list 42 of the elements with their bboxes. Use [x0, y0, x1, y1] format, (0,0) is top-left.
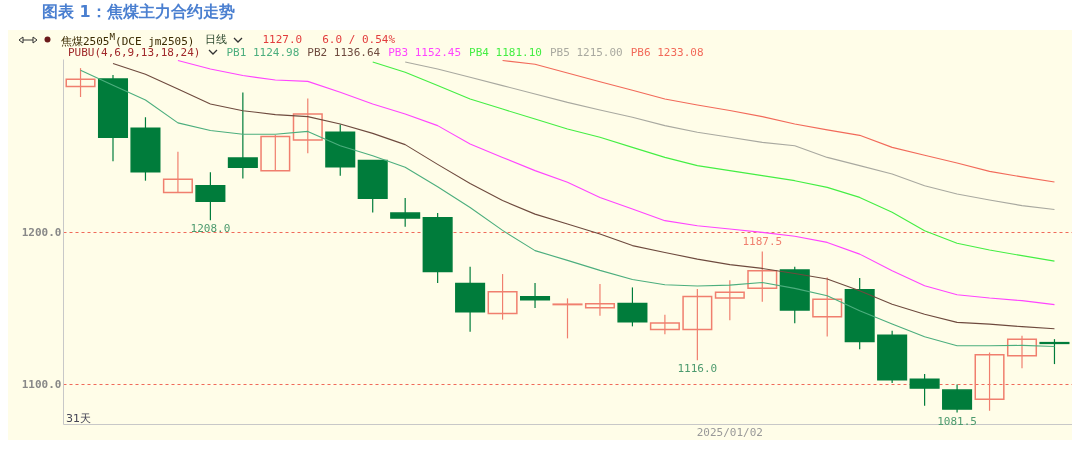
line-series	[372, 61, 1056, 262]
annotation: 31天	[66, 411, 91, 426]
text: PB4 1181.10	[469, 45, 542, 59]
candlestick	[649, 314, 680, 335]
text: 1127.0	[262, 33, 303, 46]
candlestick	[520, 282, 551, 309]
candlestick	[552, 297, 583, 339]
line-series	[177, 59, 1056, 306]
annotation: 1187.5	[742, 235, 783, 249]
candlestick	[974, 351, 1005, 412]
candlestick	[260, 134, 291, 172]
candlestick	[487, 273, 518, 321]
text: PB6 1233.08	[630, 45, 704, 59]
y-tick-label: 1200.0	[21, 225, 62, 239]
line-series	[404, 61, 1056, 211]
chart-title: 图表 1：焦煤主力合约走势	[42, 2, 235, 23]
text: 日线	[204, 32, 227, 47]
text: 焦煤2505$^{M}$(DCE jm2505)	[61, 30, 195, 48]
x-tick-label: 2025/01/02	[696, 425, 763, 439]
candlestick	[292, 97, 323, 154]
text: PB1 1124.98	[226, 45, 300, 59]
candlestick	[1039, 338, 1070, 365]
annotation: 1081.5	[937, 414, 977, 428]
candlestick	[162, 151, 193, 194]
text: PB5 1215.00	[549, 45, 623, 59]
text: PB2 1136.64	[307, 45, 381, 59]
candlestick	[390, 197, 421, 228]
annotation: 1208.0	[190, 222, 231, 236]
y-tick-label: 1100.0	[21, 377, 62, 391]
candlestick	[714, 279, 745, 321]
candlestick	[747, 250, 778, 303]
text: PB3 1152.45	[388, 45, 462, 59]
text: PUBU(4,6,9,13,18,24)	[68, 45, 201, 59]
candlestick	[1006, 335, 1038, 369]
text: 6.0 / 0.54%	[322, 33, 396, 46]
candlestick	[227, 91, 258, 179]
candlestick	[65, 67, 96, 98]
candlestick	[812, 276, 843, 337]
candlestick	[584, 283, 615, 317]
annotation: 1116.0	[677, 362, 718, 376]
candlestick	[682, 288, 713, 361]
line-series	[502, 59, 1056, 183]
